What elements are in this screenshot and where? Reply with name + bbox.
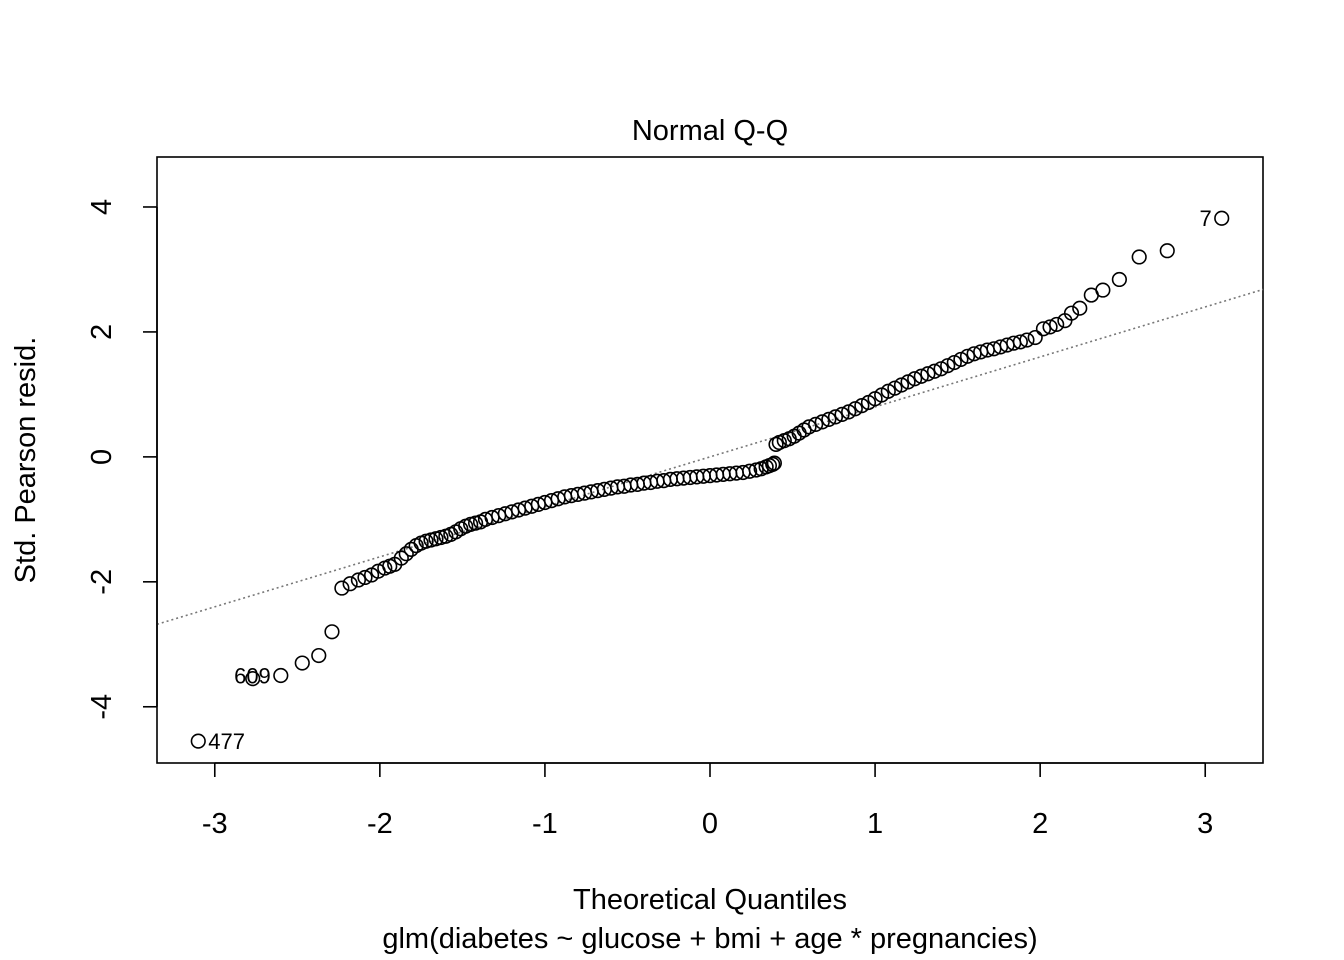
y-tick-label: 2 xyxy=(86,324,118,340)
y-tick-label: 4 xyxy=(86,199,118,215)
x-tick-label: 2 xyxy=(1032,808,1048,840)
y-axis-label: Std. Pearson resid. xyxy=(10,337,42,584)
data-point xyxy=(357,569,373,586)
plot-frame xyxy=(156,156,1264,764)
points-layer xyxy=(190,210,1230,749)
reference-line-layer xyxy=(156,288,1264,626)
data-point xyxy=(324,624,340,640)
data-point xyxy=(1027,329,1043,346)
x-tick-label: 0 xyxy=(702,808,718,840)
data-point xyxy=(1019,332,1035,348)
data-point xyxy=(742,463,758,479)
data-point xyxy=(1072,300,1088,316)
qq-reference-line xyxy=(156,288,1264,626)
data-point xyxy=(814,414,830,430)
x-tick-label: 1 xyxy=(867,808,883,840)
x-tick-label: -3 xyxy=(202,808,228,840)
point-label: 477 xyxy=(208,729,245,754)
y-tick-label: -2 xyxy=(86,569,118,595)
data-point xyxy=(1131,249,1147,265)
data-point xyxy=(834,406,850,422)
data-point xyxy=(311,647,327,664)
data-point xyxy=(920,366,936,382)
data-point xyxy=(245,671,261,687)
data-point xyxy=(398,546,414,562)
y-axis: -4 -2 0 2 4 xyxy=(86,199,158,720)
data-point xyxy=(1042,319,1058,335)
point-label: 609 xyxy=(234,664,271,689)
data-point xyxy=(1095,282,1111,298)
data-point xyxy=(766,455,782,471)
data-point xyxy=(907,371,923,387)
data-point xyxy=(808,416,824,432)
x-axis-subtitle: glm(diabetes ~ glucose + bmi + age * pre… xyxy=(382,923,1037,955)
data-point xyxy=(273,667,289,684)
data-point xyxy=(342,576,358,592)
x-axis: -3 -2 -1 0 1 2 3 xyxy=(202,762,1213,840)
data-point xyxy=(791,425,807,441)
data-point xyxy=(1214,210,1230,226)
data-point xyxy=(334,580,350,596)
data-point xyxy=(294,655,310,671)
point-label: 7 xyxy=(1199,206,1211,231)
data-point xyxy=(350,572,366,588)
data-point xyxy=(765,456,781,472)
data-point xyxy=(827,409,844,425)
data-point xyxy=(1159,243,1175,259)
y-tick-label: -4 xyxy=(86,694,118,720)
data-point xyxy=(1111,271,1127,288)
chart-title: Normal Q-Q xyxy=(632,115,788,147)
data-point xyxy=(768,436,784,452)
data-point xyxy=(1012,334,1028,350)
data-point xyxy=(1049,316,1065,333)
data-point xyxy=(1035,321,1052,337)
x-axis-label: Theoretical Quantiles xyxy=(573,884,847,916)
x-tick-label: 3 xyxy=(1197,808,1213,840)
data-point xyxy=(190,733,206,749)
data-point xyxy=(1063,305,1080,321)
data-point xyxy=(913,368,929,384)
y-tick-label: 0 xyxy=(86,449,118,465)
data-point xyxy=(959,348,976,364)
data-point xyxy=(801,419,817,435)
x-tick-label: -2 xyxy=(367,808,393,840)
data-point xyxy=(821,411,837,427)
data-point xyxy=(393,550,409,566)
x-tick-label: -1 xyxy=(532,808,558,840)
point-labels-layer: 477 609 7 xyxy=(208,206,1211,754)
data-point xyxy=(926,363,943,379)
